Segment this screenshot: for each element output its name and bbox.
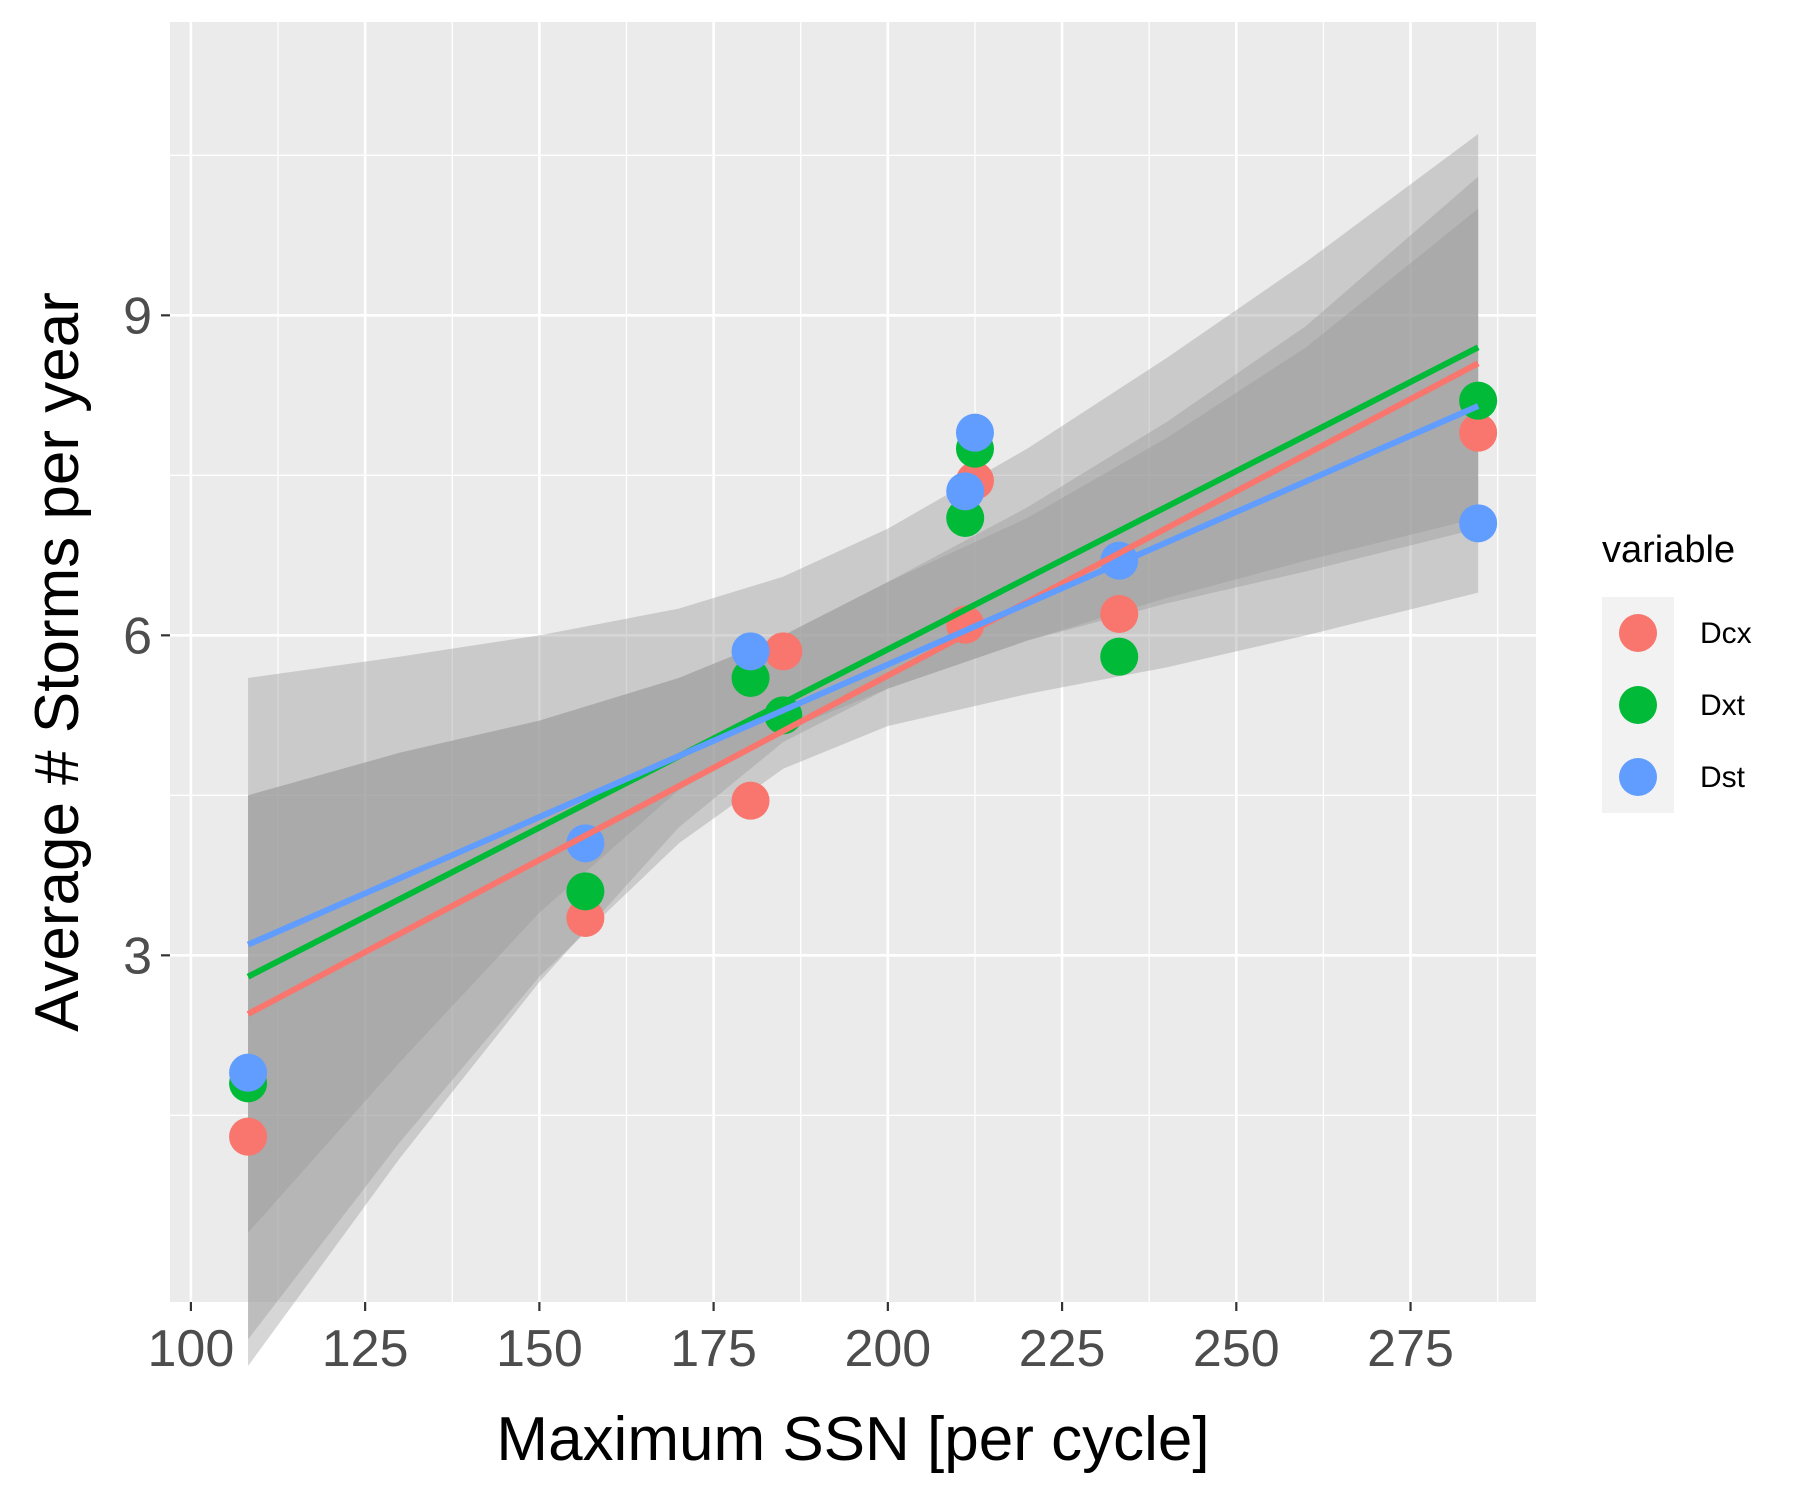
- confidence-band-dst: [248, 176, 1479, 1340]
- x-tick-label: 125: [322, 1320, 409, 1378]
- x-tick-label: 200: [844, 1320, 931, 1378]
- legend: variable Dcx Dxt Dst: [1602, 529, 1752, 813]
- data-point-dxt: [566, 872, 605, 911]
- data-point-dxt: [1100, 637, 1139, 676]
- data-point-dst: [731, 632, 770, 671]
- legend-key-dcx: [1619, 614, 1657, 652]
- x-tick-label: 275: [1367, 1320, 1454, 1378]
- legend-label-dxt: Dxt: [1700, 689, 1746, 722]
- confidence-band-dxt: [248, 134, 1479, 1366]
- x-tick-label: 100: [148, 1320, 235, 1378]
- x-axis-title: Maximum SSN [per cycle]: [496, 1405, 1209, 1474]
- x-tick-label: 250: [1193, 1320, 1280, 1378]
- data-point-dcx: [1100, 595, 1139, 633]
- fit-line-dcx: [246, 360, 1480, 1017]
- grid-minor: [170, 22, 1536, 1302]
- plot-panel: [170, 22, 1536, 1302]
- fit-line-dst: [246, 403, 1480, 948]
- data-point-dcx: [764, 632, 803, 671]
- y-axis: 3 6 9: [123, 287, 170, 985]
- legend-title: variable: [1602, 529, 1735, 571]
- confidence-bands: [248, 134, 1479, 1366]
- confidence-band-dcx: [248, 208, 1479, 1233]
- x-tick-label: 175: [670, 1320, 757, 1378]
- data-point-dst: [946, 472, 985, 511]
- legend-key-dxt: [1619, 686, 1657, 724]
- data-point-dcx: [229, 1117, 268, 1156]
- data-point-dcx: [1459, 413, 1498, 452]
- x-tick-label: 225: [1019, 1320, 1106, 1378]
- legend-keys: Dcx Dxt Dst: [1602, 597, 1752, 813]
- y-tick-label: 9: [123, 287, 152, 345]
- fit-lines: [246, 344, 1480, 1017]
- data-point-dst: [955, 413, 994, 452]
- grid-major: [170, 22, 1536, 1302]
- legend-label-dst: Dst: [1700, 761, 1746, 794]
- legend-label-dcx: Dcx: [1700, 617, 1752, 650]
- fit-line-dxt: [246, 344, 1480, 980]
- y-tick-label: 6: [123, 607, 152, 665]
- y-axis-title: Average # Storms per year: [23, 292, 92, 1032]
- data-point-dxt: [731, 659, 770, 697]
- data-point-dst: [229, 1053, 268, 1092]
- data-point-dcx: [566, 899, 605, 937]
- x-axis: 100 125 150 175 200 225 250 275: [148, 1302, 1454, 1378]
- x-tick-label: 150: [496, 1320, 583, 1378]
- data-point-dst: [1459, 504, 1498, 543]
- legend-key-dst: [1619, 758, 1657, 796]
- data-point-dcx: [731, 781, 770, 820]
- data-point-dxt: [946, 499, 985, 537]
- y-tick-label: 3: [123, 927, 152, 985]
